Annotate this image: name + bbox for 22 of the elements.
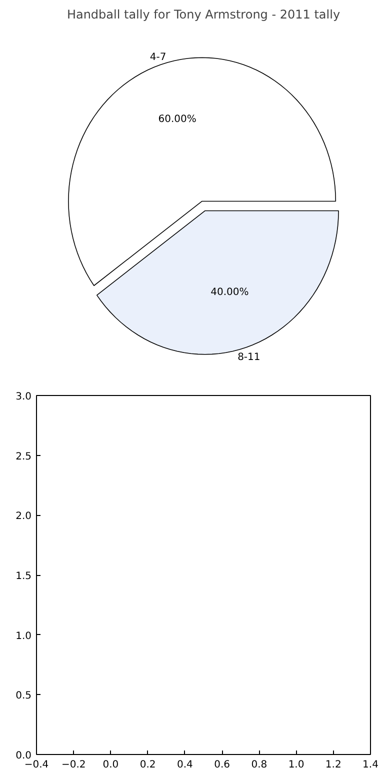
- x-tick-label: 0.8: [251, 760, 268, 770]
- x-tick-label: 0.6: [214, 760, 230, 770]
- y-tick-label: 2.0: [16, 511, 32, 522]
- x-tick-label: 0.4: [176, 760, 193, 770]
- y-tick-label: 1.0: [16, 630, 32, 642]
- slice-label: 4-7: [150, 52, 166, 63]
- x-tick-label: −0.4: [24, 760, 49, 770]
- slice-label: 8-11: [238, 352, 260, 364]
- x-tick-label: −0.2: [61, 760, 86, 770]
- y-tick-label: 0.5: [16, 690, 32, 702]
- x-tick-label: 1.2: [325, 760, 342, 770]
- x-tick-label: 1.4: [362, 760, 378, 770]
- x-tick-label: 1.0: [288, 760, 304, 770]
- y-tick-label: 3.0: [16, 392, 32, 402]
- y-tick-label: 1.5: [16, 571, 32, 582]
- x-tick-label: 0.0: [102, 760, 119, 770]
- data-label: 60.00%: [158, 114, 196, 125]
- chart-title: Handball tally for Tony Armstrong - 2011 tally: [66, 8, 340, 22]
- y-tick-label: 0.0: [16, 750, 32, 762]
- y-tick-label: 2.5: [16, 451, 32, 462]
- x-tick-label: 0.2: [140, 760, 156, 770]
- data-label: 40.00%: [210, 287, 249, 298]
